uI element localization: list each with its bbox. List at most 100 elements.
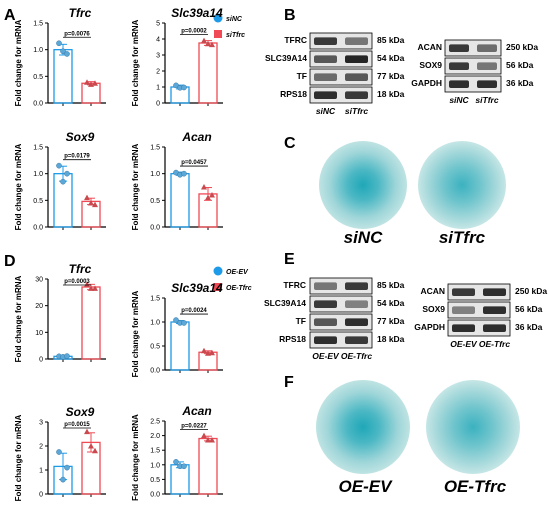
chart-title: Sox9 — [66, 130, 95, 144]
data-point — [84, 79, 90, 85]
blot-band — [314, 282, 337, 290]
blot-kda: 85 kDa — [377, 280, 405, 290]
western-blot-e: TFRC 85 kDa SLC39A14 54 kDa TF 77 kDa RPS18 18 … — [264, 277, 547, 361]
dish-oe-tfrc — [426, 380, 520, 474]
p-value: p=0.0227 — [181, 424, 207, 430]
p-value: p=0.0457 — [181, 160, 207, 166]
blot-band — [314, 318, 337, 326]
dish-oe-ev — [316, 380, 410, 474]
blot-strip-sox9 — [447, 301, 511, 319]
blot-band — [314, 37, 337, 45]
y-tick-label: 3 — [39, 420, 43, 427]
y-tick-label: 0.5 — [33, 74, 43, 81]
chart-d-acan: Acan Fold change for mRNA 0.0 0.5 1.0 1.5 2.0 2… — [131, 404, 223, 501]
bar-oe-tfrc — [81, 286, 101, 360]
chart-title: Tfrc — [69, 6, 92, 20]
data-point — [205, 40, 211, 47]
data-point — [60, 476, 66, 483]
y-tick-label: 0 — [156, 101, 160, 108]
y-tick-label: 0 — [39, 492, 43, 499]
lane-label-oe-tfrc: OE-Tfrc — [341, 351, 372, 361]
bar-charts: Tfrc Fold change for mRNA 0.0 0.5 1.0 1.5 p=0.… — [14, 6, 223, 501]
lane-label-sitfrc: siTfrc — [475, 95, 498, 105]
y-tick-label: 0.0 — [150, 225, 160, 232]
blot-strip-gapdh — [444, 75, 502, 93]
legend-label-oe-ev: OE-EV — [226, 269, 249, 276]
blot-band — [449, 62, 469, 70]
legend-label-sinc: siNC — [226, 16, 243, 23]
blot-band — [345, 318, 368, 326]
data-point — [181, 84, 187, 91]
blot-band — [314, 300, 337, 308]
y-tick-label: 3 — [156, 53, 160, 60]
western-blot-b: TFRC 85 kDa SLC39A14 54 kDa TF 77 kDa RPS18 18 … — [265, 32, 538, 116]
data-point — [201, 432, 207, 439]
blot-band — [345, 282, 368, 290]
lane-label-oe-ev: OE-EV — [450, 339, 478, 349]
stain-label-sitfrc: siTfrc — [439, 228, 486, 247]
lane-label-oe-tfrc: OE-Tfrc — [479, 339, 510, 349]
data-point — [88, 285, 94, 291]
alcian-stain-f: OE-EV OE-Tfrc — [316, 380, 520, 496]
panel-letter-b: B — [284, 7, 296, 24]
data-point — [84, 194, 90, 201]
blot-band — [477, 80, 497, 88]
chart-d-slc39a14: Slc39a14 Fold change for mRNA 0.0 0.5 1.0 1.5… — [131, 281, 223, 377]
blot-kda: 250 kDa — [515, 286, 547, 296]
blot-band — [345, 336, 368, 344]
y-tick-label: 0.5 — [33, 198, 43, 205]
p-value: p=0.0179 — [64, 154, 90, 160]
dish-sitfrc — [418, 141, 506, 229]
y-tick-label: 0.0 — [150, 492, 160, 499]
lane-label-sitfrc: siTfrc — [345, 106, 368, 116]
data-point — [64, 170, 70, 177]
y-tick-label: 2.5 — [150, 419, 160, 426]
y-axis-label: Fold change for mRNA — [14, 414, 23, 501]
data-point — [201, 37, 207, 44]
chart-title: Sox9 — [66, 405, 95, 419]
legend-label-sitfrc: siTfrc — [226, 32, 245, 39]
blot-kda: 18 kDa — [377, 89, 405, 99]
y-tick-label: 1 — [156, 85, 160, 92]
y-tick-label: 1.5 — [150, 448, 160, 455]
y-tick-label: 5 — [156, 21, 160, 28]
blot-band — [452, 306, 475, 314]
p-value: p=0.0024 — [181, 308, 207, 314]
blot-band — [314, 91, 337, 99]
blot-kda: 54 kDa — [377, 298, 405, 308]
blot-band — [345, 91, 368, 99]
y-tick-label: 0.0 — [33, 225, 43, 232]
blot-label-sox9: SOX9 — [422, 304, 445, 314]
y-tick-label: 1.0 — [33, 171, 43, 178]
blot-band — [345, 55, 368, 63]
y-tick-label: 1.5 — [33, 145, 43, 152]
blot-label-tf: TF — [297, 71, 307, 81]
y-tick-label: 2.0 — [150, 433, 160, 440]
y-tick-label: 1.0 — [150, 320, 160, 327]
blot-kda: 77 kDa — [377, 316, 405, 326]
y-axis-label: Fold change for mRNA — [131, 143, 140, 230]
blot-band — [483, 288, 506, 296]
panel-letter-d: D — [4, 253, 16, 270]
blot-band — [314, 73, 337, 81]
blot-strip-tf — [309, 68, 373, 86]
blot-strip-acan — [447, 283, 511, 301]
y-tick-label: 0.5 — [150, 477, 160, 484]
data-point — [64, 353, 70, 359]
y-axis-label: Fold change for mRNA — [131, 19, 140, 106]
blot-kda: 56 kDa — [506, 60, 534, 70]
data-point — [88, 200, 94, 206]
stain-label-oe-tfrc: OE-Tfrc — [444, 477, 507, 496]
blot-band — [452, 324, 475, 332]
data-point — [64, 464, 70, 471]
p-value: p=0.0002 — [181, 29, 207, 35]
y-tick-label: 2 — [156, 69, 160, 76]
blot-band — [477, 62, 497, 70]
data-point — [209, 436, 215, 443]
panel-letter-f: F — [284, 374, 294, 391]
panel-letter-a: A — [4, 7, 16, 24]
bar-sinc — [53, 49, 73, 104]
y-tick-label: 0.0 — [33, 101, 43, 108]
y-axis-label: Fold change for mRNA — [14, 19, 23, 106]
data-point — [181, 463, 187, 470]
